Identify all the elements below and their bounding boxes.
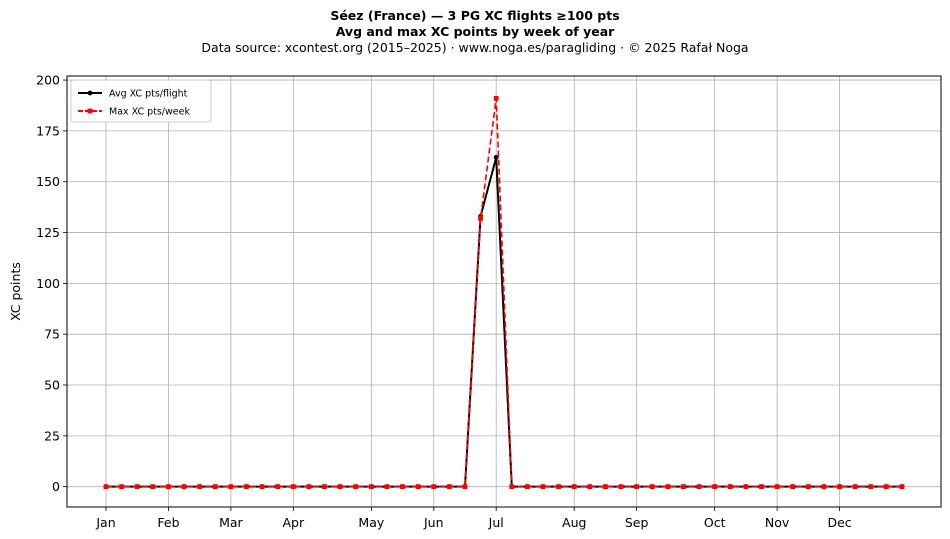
data-point bbox=[774, 484, 780, 490]
legend-item-avg: Avg XC pts/flight bbox=[78, 89, 188, 100]
chart-source-line: Data source: xcontest.org (2015–2025) · … bbox=[201, 40, 749, 55]
x-tick-label-may: May bbox=[358, 515, 384, 530]
legend-label: Max XC pts/week bbox=[109, 107, 190, 118]
data-point bbox=[571, 484, 577, 490]
series-layer bbox=[103, 95, 905, 490]
y-tick-label: 25 bbox=[44, 428, 60, 443]
data-point bbox=[743, 484, 749, 490]
data-point bbox=[150, 484, 156, 490]
x-tick-label-mar: Mar bbox=[219, 515, 243, 530]
data-point bbox=[727, 484, 733, 490]
data-point bbox=[649, 484, 655, 490]
data-point bbox=[712, 484, 718, 490]
y-tick-label: 125 bbox=[36, 225, 60, 240]
axis-ticks: 0 25 50 75 100 125 150 175 200 Jan Feb Mar Apr May Jun… bbox=[36, 73, 852, 530]
data-point bbox=[478, 215, 483, 221]
series-line bbox=[106, 156, 902, 488]
data-point bbox=[837, 484, 842, 490]
data-point bbox=[119, 484, 125, 490]
data-point bbox=[603, 484, 608, 490]
data-point bbox=[821, 484, 827, 490]
data-point bbox=[556, 484, 562, 490]
data-point bbox=[400, 484, 405, 490]
data-point bbox=[883, 484, 889, 490]
data-point bbox=[696, 484, 702, 490]
data-point bbox=[899, 484, 905, 490]
data-point bbox=[306, 484, 312, 490]
x-tick-label-jan: Jan bbox=[95, 515, 115, 530]
x-tick-label-nov: Nov bbox=[765, 515, 790, 530]
data-point bbox=[493, 95, 499, 101]
data-point bbox=[228, 484, 234, 490]
legend-item-max: Max XC pts/week bbox=[78, 107, 190, 118]
data-point bbox=[134, 484, 140, 490]
legend: Avg XC pts/flight Max XC pts/week bbox=[70, 79, 212, 123]
data-point bbox=[166, 484, 171, 490]
data-point bbox=[244, 484, 249, 490]
x-tick-label-aug: Aug bbox=[562, 515, 586, 530]
data-point bbox=[259, 484, 265, 490]
y-tick-label: 175 bbox=[36, 123, 60, 138]
y-tick-label: 100 bbox=[36, 276, 60, 291]
y-tick-label: 150 bbox=[36, 174, 60, 189]
data-point bbox=[618, 484, 624, 490]
data-point bbox=[462, 484, 468, 490]
legend-box bbox=[70, 79, 212, 123]
y-tick-label: 75 bbox=[44, 327, 60, 342]
series-line bbox=[106, 97, 902, 488]
data-point bbox=[509, 484, 515, 490]
data-point bbox=[868, 484, 874, 490]
series-avg bbox=[103, 154, 905, 490]
y-tick-label: 50 bbox=[44, 378, 60, 393]
x-tick-label-dec: Dec bbox=[827, 515, 851, 530]
data-point bbox=[384, 484, 390, 490]
data-point bbox=[540, 484, 546, 490]
data-point bbox=[431, 484, 437, 490]
y-axis-label: XC points bbox=[8, 262, 23, 321]
x-tick-label-jun: Jun bbox=[423, 515, 444, 530]
data-point bbox=[197, 484, 203, 490]
series-max bbox=[103, 95, 905, 490]
chart-title-line-2: Avg and max XC points by week of year bbox=[335, 24, 615, 39]
legend-label: Avg XC pts/flight bbox=[109, 89, 188, 100]
data-point bbox=[681, 484, 686, 490]
legend-swatch-marker bbox=[87, 90, 93, 96]
data-point bbox=[368, 484, 374, 490]
x-tick-label-oct: Oct bbox=[704, 515, 726, 530]
plot-frame bbox=[66, 75, 942, 508]
legend-swatch-marker bbox=[87, 108, 93, 114]
data-point bbox=[181, 484, 187, 490]
data-point bbox=[805, 484, 811, 490]
data-point bbox=[634, 484, 640, 490]
data-point bbox=[852, 484, 858, 490]
x-tick-label-feb: Feb bbox=[157, 515, 179, 530]
y-tick-label: 0 bbox=[52, 479, 60, 494]
data-point bbox=[337, 484, 343, 490]
x-tick-label-jul: Jul bbox=[488, 515, 504, 530]
x-tick-label-apr: Apr bbox=[282, 515, 304, 530]
data-point bbox=[587, 484, 593, 490]
grid-lines bbox=[67, 76, 941, 507]
data-point bbox=[212, 484, 218, 490]
data-point bbox=[525, 484, 530, 490]
data-point bbox=[493, 154, 499, 160]
chart-title-block: Séez (France) — 3 PG XC flights ≥100 pts… bbox=[0, 8, 950, 56]
data-point bbox=[415, 484, 421, 490]
data-point bbox=[759, 484, 764, 490]
data-point bbox=[790, 484, 796, 490]
data-point bbox=[665, 484, 671, 490]
data-point bbox=[353, 484, 359, 490]
data-point bbox=[322, 484, 327, 490]
data-point bbox=[446, 484, 452, 490]
data-point bbox=[290, 484, 296, 490]
chart-title-line-1: Séez (France) — 3 PG XC flights ≥100 pts bbox=[330, 8, 620, 23]
data-point bbox=[275, 484, 281, 490]
data-point bbox=[103, 484, 109, 490]
y-tick-label: 200 bbox=[36, 73, 60, 88]
x-tick-label-sep: Sep bbox=[625, 515, 649, 530]
